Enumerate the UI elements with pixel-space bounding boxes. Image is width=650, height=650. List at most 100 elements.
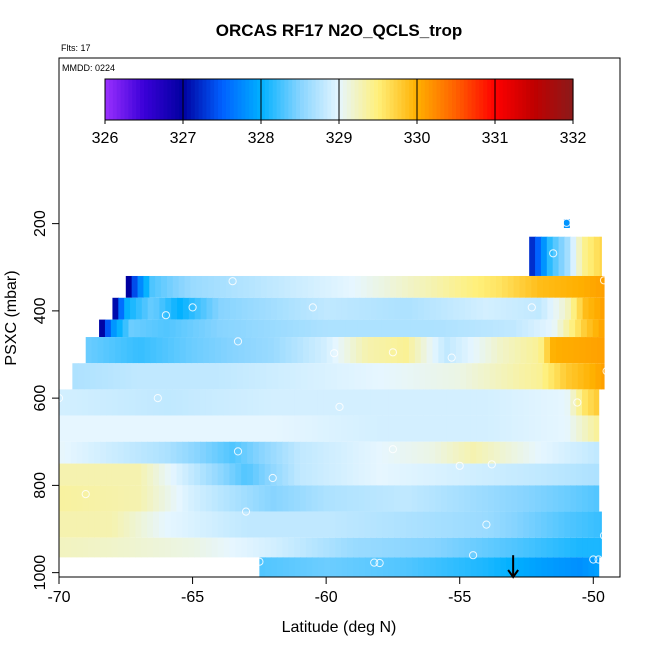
heatmap-cell — [235, 389, 242, 416]
heatmap-cell — [176, 511, 184, 538]
heatmap-cell — [482, 297, 490, 320]
heatmap-cell — [117, 511, 125, 538]
heatmap-cell — [435, 485, 442, 512]
colorbar-swatch — [374, 79, 379, 120]
heatmap-cell — [162, 337, 169, 364]
heatmap-cell — [388, 415, 395, 442]
heatmap-cell — [446, 463, 454, 486]
heatmap-cell — [129, 415, 137, 442]
heatmap-cell — [346, 511, 354, 538]
heatmap-cell — [116, 319, 124, 338]
heatmap-cell — [505, 537, 513, 558]
heatmap-cell — [247, 511, 254, 538]
heatmap-cell — [219, 363, 226, 390]
heatmap-cell — [458, 441, 466, 464]
heatmap-cell — [295, 363, 303, 390]
heatmap-cell — [229, 297, 237, 320]
colorbar-swatch — [155, 79, 161, 120]
heatmap-cell — [360, 275, 368, 298]
heatmap-cell — [59, 511, 66, 538]
heatmap-cell — [91, 337, 99, 364]
heatmap-cell — [499, 537, 507, 558]
heatmap-cell — [228, 319, 235, 338]
heatmap-cell — [131, 363, 138, 390]
colorbar-swatch — [487, 79, 492, 120]
heatmap-cell — [452, 537, 460, 558]
heatmap-cell — [247, 441, 254, 464]
heatmap-cell — [100, 511, 107, 538]
heatmap-cell — [412, 297, 419, 320]
heatmap-cell — [564, 389, 571, 416]
colorbar-swatch — [510, 79, 516, 120]
heatmap-cell — [287, 319, 294, 338]
colorbar-swatch — [385, 79, 391, 120]
heatmap-cell — [419, 275, 427, 298]
heatmap-cell — [191, 337, 198, 364]
heatmap-cell — [394, 415, 401, 442]
heatmap-cell — [223, 389, 231, 416]
heatmap-cell — [417, 511, 424, 538]
heatmap-cell — [370, 537, 377, 558]
heatmap-cell — [313, 363, 320, 390]
heatmap-cell — [247, 389, 254, 416]
heatmap-cell — [335, 415, 342, 442]
heatmap-cell — [388, 297, 396, 320]
heatmap-cell — [251, 319, 259, 338]
heatmap-cell — [493, 415, 501, 442]
heatmap-cell — [188, 485, 195, 512]
heatmap-cell — [470, 441, 477, 464]
colorbar-swatch — [245, 79, 250, 120]
heatmap-cell — [523, 511, 530, 538]
heatmap-cell — [542, 363, 550, 390]
heatmap-cell — [601, 275, 605, 298]
heatmap-cell — [323, 511, 330, 538]
y-tick-label: 200 — [32, 210, 49, 237]
heatmap-cell — [241, 389, 248, 416]
heatmap-cell — [335, 441, 342, 464]
heatmap-cell — [288, 511, 295, 538]
heatmap-cell — [434, 319, 441, 338]
heatmap-cell — [299, 485, 307, 512]
heatmap-cell — [535, 557, 543, 577]
heatmap-cell — [153, 389, 160, 416]
heatmap-cell — [82, 389, 89, 416]
sample-point — [255, 557, 264, 566]
heatmap-cell — [382, 389, 389, 416]
heatmap-cell — [589, 363, 597, 390]
heatmap-cell — [363, 319, 371, 338]
heatmap-cell — [552, 415, 560, 442]
heatmap-cell — [507, 275, 515, 298]
heatmap-cell — [299, 415, 307, 442]
heatmap-cell — [516, 319, 523, 338]
heatmap-cell — [305, 485, 313, 512]
heatmap-cell — [476, 485, 483, 512]
heatmap-cell — [523, 557, 531, 577]
heatmap-cell — [593, 537, 601, 558]
heatmap-cell — [447, 297, 454, 320]
heatmap-cell — [323, 463, 330, 486]
heatmap-cell — [558, 537, 566, 558]
heatmap-cell — [297, 337, 304, 364]
heatmap-cell — [482, 537, 489, 558]
heatmap-cell — [376, 557, 384, 577]
heatmap-cell — [576, 463, 583, 486]
heatmap-cell — [138, 337, 146, 364]
heatmap-cell — [394, 485, 401, 512]
colorbar-swatch — [483, 79, 488, 120]
colorbar-swatch — [253, 79, 258, 120]
sample-point — [268, 473, 277, 483]
colorbar-swatch — [300, 79, 305, 120]
heatmap-cell — [70, 485, 78, 512]
heatmap-cell — [171, 297, 178, 320]
heatmap-cell — [599, 236, 602, 276]
heatmap-cell — [323, 389, 330, 416]
heatmap-cell — [538, 337, 545, 364]
heatmap-cell — [423, 537, 430, 558]
heatmap-cell — [329, 389, 336, 416]
heatmap-cell — [266, 363, 273, 390]
heatmap-cell — [341, 463, 348, 486]
heatmap-cell — [399, 511, 407, 538]
colorbar-swatch — [428, 79, 434, 120]
heatmap-cell — [517, 511, 524, 538]
heatmap-cell — [234, 319, 241, 338]
